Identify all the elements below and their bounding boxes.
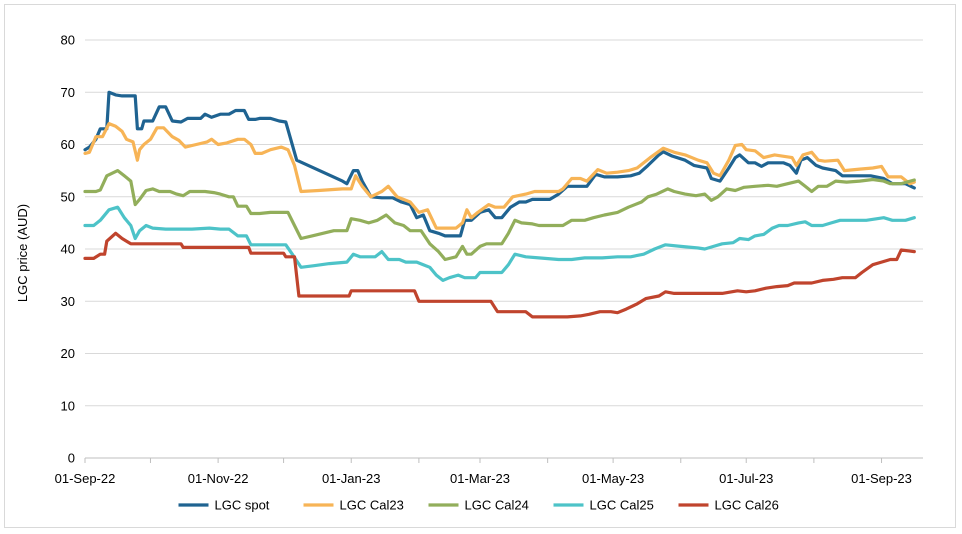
legend-label: LGC Cal24 [465, 498, 529, 513]
y-tick-label: 70 [61, 85, 75, 100]
series-lines [83, 90, 916, 319]
x-tick-label: 01-Jan-23 [322, 471, 381, 486]
y-tick-label: 50 [61, 189, 75, 204]
y-tick-label: 60 [61, 137, 75, 152]
x-tick-label: 01-Mar-23 [450, 471, 510, 486]
legend-item-lgc-spot: LGC spot [178, 498, 270, 513]
y-tick-label: 20 [61, 346, 75, 361]
y-tick-label: 80 [61, 33, 75, 48]
legend-label: LGC Cal25 [590, 498, 654, 513]
legend-item-lgc-cal24: LGC Cal24 [428, 498, 529, 513]
y-axis-title: LGC price (AUD) [15, 204, 30, 302]
legend-label: LGC Cal26 [715, 498, 779, 513]
x-tick-label: 01-Jul-23 [719, 471, 773, 486]
x-axis: 01-Sep-22 01-Nov-22 01-Jan-23 01-Mar-23 01-M… [55, 457, 923, 486]
x-tick-label: 01-Sep-22 [55, 471, 116, 486]
y-tick-label: 30 [61, 294, 75, 309]
y-tick-label: 10 [61, 398, 75, 413]
series-line-lgc-cal25 [83, 205, 916, 282]
legend-label: LGC Cal23 [340, 498, 404, 513]
line-chart: 0 10 20 30 40 50 60 70 80 01-Sep-22 01-Nov-22 01-J… [15, 33, 923, 513]
x-tick-label: 01-May-23 [582, 471, 644, 486]
x-tick-label: 01-Sep-23 [851, 471, 912, 486]
series-line-lgc-cal23 [83, 122, 916, 230]
y-axis-ticks: 0 10 20 30 40 50 60 70 80 [61, 33, 75, 466]
legend-item-lgc-cal25: LGC Cal25 [553, 498, 654, 513]
legend-item-lgc-cal26: LGC Cal26 [678, 498, 779, 513]
chart-frame: 0 10 20 30 40 50 60 70 80 01-Sep-22 01-Nov-22 01-J… [4, 4, 956, 528]
series-line-lgc-cal26 [83, 231, 916, 319]
y-tick-label: 40 [61, 242, 75, 257]
legend: LGC spot LGC Cal23 LGC Cal24 LGC Cal25 LGC C… [178, 498, 779, 513]
y-tick-label: 0 [68, 451, 75, 466]
legend-label: LGC spot [215, 498, 270, 513]
series-line-lgc-cal24 [83, 169, 916, 262]
legend-item-lgc-cal23: LGC Cal23 [303, 498, 404, 513]
x-tick-label: 01-Nov-22 [188, 471, 249, 486]
series-line-lgc-spot [83, 90, 916, 238]
